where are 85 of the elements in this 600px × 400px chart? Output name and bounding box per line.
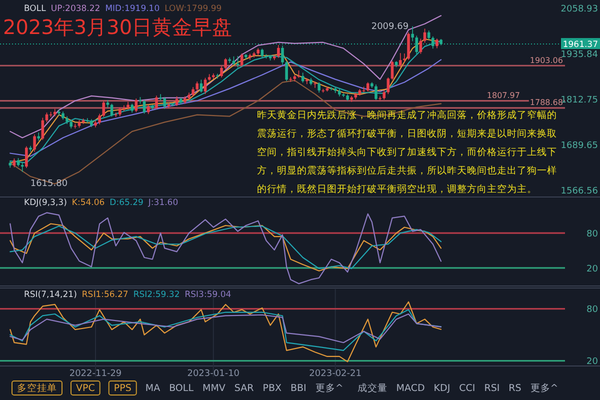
y-tick-label: 80 <box>586 229 598 240</box>
candlestick <box>216 73 219 79</box>
candlestick <box>45 112 48 123</box>
text: MA <box>145 383 161 394</box>
annotation: 昨天黄金日内先跌后涨，晚间再走成了冲高回落，价格形成了窄幅的震荡运行，形态了循环打破平衡，日图收阴，短期来是以时间来换取空间，指引线开始掉头向下收到了加速线下方，而价格运行于上线下方，明显的震荡等指标到位后走共振，所以昨天晚间也走出了狗一样的行情，既然日图开始打破平衡弱空出现，调整方向主空为主。 <box>257 109 557 195</box>
x-tick-label: 2022-11-29 <box>69 369 122 379</box>
candlestick <box>146 104 150 114</box>
y-tick-label: 1689.65 <box>560 140 598 151</box>
text: J:31.60 <box>147 198 178 208</box>
candlestick <box>398 52 402 68</box>
candlestick <box>285 60 288 82</box>
candlestick <box>436 38 438 49</box>
y-tick-label: 20 <box>586 264 598 274</box>
candlestick <box>366 82 370 92</box>
text: MID:1919.10 <box>105 4 160 14</box>
candlestick <box>155 95 158 110</box>
candlestick <box>33 134 36 152</box>
candlestick <box>382 90 386 100</box>
candlestick <box>98 113 101 125</box>
text: RSI2:59.32 <box>133 290 180 300</box>
candlestick <box>378 96 382 101</box>
text: UP:2038.22 <box>50 4 100 14</box>
text: PBX <box>262 383 282 394</box>
text: K:54.06 <box>72 198 105 208</box>
text: MACD <box>396 383 425 394</box>
candlestick <box>175 96 178 106</box>
candlestick <box>102 100 106 118</box>
candlestick <box>240 53 244 68</box>
text: BBI <box>290 383 306 394</box>
candlestick <box>386 77 390 94</box>
text: PPS <box>114 383 132 394</box>
y-tick-label: 1935.84 <box>560 50 598 60</box>
ref-line-label: 1788.68 <box>530 98 563 108</box>
text: KDJ <box>434 383 450 394</box>
text: CCI <box>459 383 476 394</box>
candlestick <box>374 84 378 100</box>
candlestick <box>58 109 60 116</box>
candlestick <box>192 86 194 97</box>
y-tick-label: 80 <box>586 305 598 316</box>
text: 更多^ <box>315 382 344 394</box>
candlestick <box>318 82 320 94</box>
candlestick <box>411 26 414 42</box>
text: RSI <box>484 383 500 394</box>
series-label: RSI3:59.04 <box>184 290 232 300</box>
line-series <box>10 212 442 284</box>
legend-title: RSI(7,14,21) <box>24 290 77 300</box>
candlestick <box>224 58 227 70</box>
text: RS <box>508 383 522 394</box>
text: 成交量 <box>357 382 388 394</box>
line-series <box>10 313 442 344</box>
x-tick-label: 2023-02-21 <box>309 369 362 379</box>
candlestick <box>159 94 162 101</box>
text: VPC <box>76 383 96 394</box>
line-series <box>10 309 442 351</box>
text: 更多^ <box>530 382 558 394</box>
ref-line-label: 1961.37 <box>562 40 598 50</box>
annotation: 1615.80 <box>30 178 68 189</box>
candlestick <box>220 66 223 78</box>
candlestick <box>403 53 406 62</box>
candlestick <box>277 44 280 58</box>
text: 多空挂单 <box>17 382 57 394</box>
chart-title: 2023年3月30日黄金早盘 <box>3 15 232 39</box>
candlestick <box>122 104 126 112</box>
y-tick-label: 2058.93 <box>560 4 598 14</box>
candlestick <box>20 162 24 172</box>
candlestick <box>204 77 207 94</box>
text: MMV <box>202 383 226 394</box>
annotation: 2009.69 <box>371 22 409 32</box>
candlestick <box>196 81 199 92</box>
ref-line-label: 1807.97 <box>486 90 520 100</box>
series-label: RSI1:56.27 <box>82 290 128 300</box>
y-tick-label: 20 <box>586 357 598 368</box>
legend-title: BOLL <box>24 4 46 14</box>
candlestick <box>163 96 166 110</box>
y-tick-label: 1566.56 <box>560 186 598 196</box>
line-series <box>10 301 442 362</box>
ref-line-label: 1903.06 <box>530 56 563 65</box>
text: D:65.29 <box>110 198 144 208</box>
text: SAR <box>234 383 254 394</box>
x-tick-label: 2023-01-10 <box>187 369 240 379</box>
legend-title: KDJ(9,3,3) <box>24 198 67 208</box>
text: BOLL <box>169 383 194 394</box>
candlestick <box>305 78 308 85</box>
candlestick <box>25 146 28 168</box>
text: LOW:1799.99 <box>164 4 222 14</box>
